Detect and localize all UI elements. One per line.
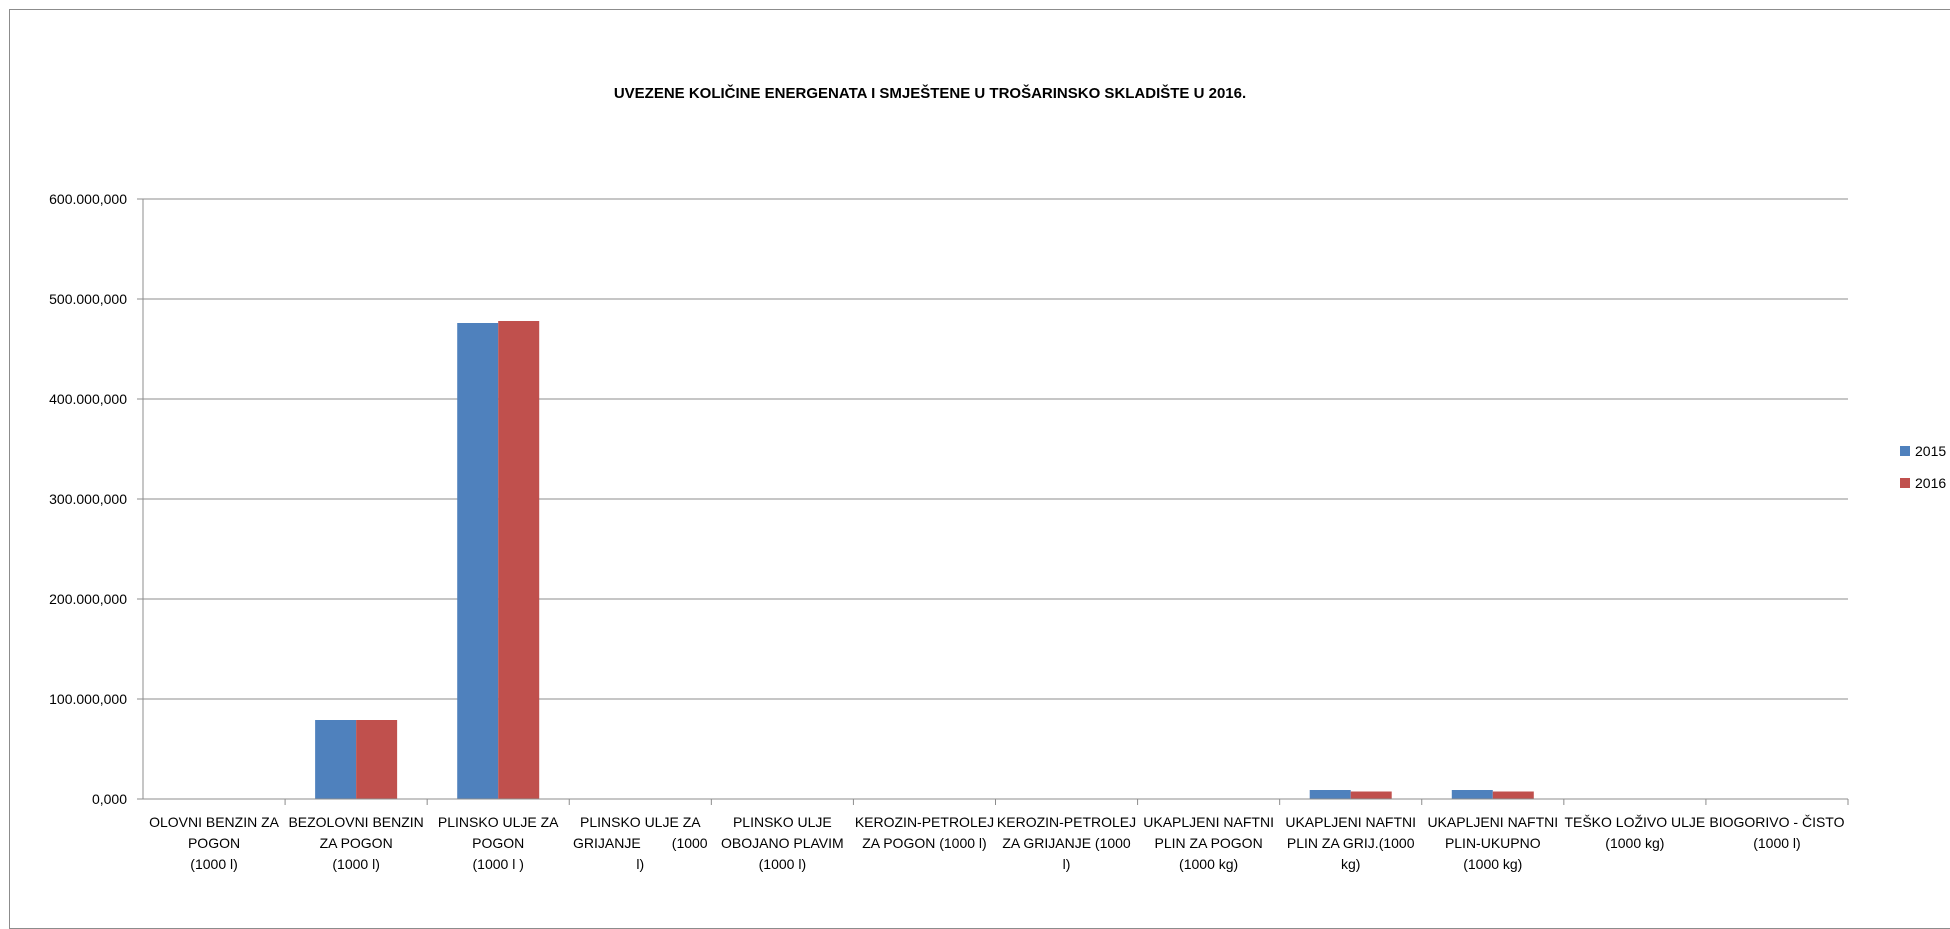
legend: 2015 2016 [1900, 443, 1946, 491]
x-tick-label-line: POGON [188, 835, 240, 851]
label-layer: 0,000 100.000,000 200.000,000 300.000,000 40… [49, 191, 1844, 872]
x-tick-label: UKAPLJENI NAFTNI PLIN-UKUPNO (1000 kg) [1427, 814, 1558, 872]
bar-2016-9 [1350, 791, 1392, 799]
x-tick-label-line: (1000 kg) [1179, 856, 1238, 872]
bar-2016-2 [356, 720, 398, 799]
x-tick-label-line: PLIN ZA GRIJ.(1000 [1287, 835, 1415, 851]
x-tick-label-line: UKAPLJENI NAFTNI [1285, 814, 1416, 830]
x-tick-label-line: ZA POGON (1000 l) [862, 835, 986, 851]
legend-label-2016: 2016 [1915, 475, 1946, 491]
grid-layer [143, 198, 1848, 800]
x-tick-label-line: kg) [1341, 856, 1360, 872]
x-tick-label-line: PLIN-UKUPNO [1445, 835, 1541, 851]
legend-swatch-2016 [1900, 478, 1910, 488]
bar-2015-3 [457, 323, 499, 799]
x-tick-label-line: (1000 kg) [1463, 856, 1522, 872]
y-tick-label: 500.000,000 [49, 291, 127, 307]
bar-2016-10 [1492, 791, 1534, 799]
x-tick-label-line: (1000 l) [332, 856, 379, 872]
axis-layer [137, 198, 1849, 805]
x-tick-label: KEROZIN-PETROLEJ ZA POGON (1000 l) [855, 814, 994, 851]
x-tick-label-line: l) [1063, 856, 1071, 872]
legend-label-2015: 2015 [1915, 443, 1946, 459]
y-tick-label: 0,000 [92, 791, 127, 807]
bar-2015-9 [1309, 790, 1351, 799]
y-tick-label: 600.000,000 [49, 191, 127, 207]
x-tick-label-line: OBOJANO PLAVIM [721, 835, 844, 851]
x-tick-label: UKAPLJENI NAFTNI PLIN ZA POGON (1000 kg) [1143, 814, 1274, 872]
x-tick-label: PLINSKO ULJE ZA POGON (1000 l ) [438, 814, 559, 872]
x-tick-label-line: GRIJANJE (1000 [573, 835, 708, 851]
x-tick-label: TEŠKO LOŽIVO ULJE (1000 kg) [1564, 814, 1705, 851]
x-tick-label-line: UKAPLJENI NAFTNI [1427, 814, 1558, 830]
x-tick-label-line: BEZOLOVNI BENZIN [288, 814, 423, 830]
x-tick-label-line: (1000 l) [190, 856, 237, 872]
x-tick-label: PLINSKO ULJE ZA GRIJANJE (1000 l) [573, 814, 708, 872]
x-tick-label-line: ZA POGON [320, 835, 393, 851]
bar-2015-2 [315, 720, 357, 799]
x-tick-label-line: KEROZIN-PETROLEJ [855, 814, 994, 830]
x-tick-label-line: PLINSKO ULJE ZA [580, 814, 701, 830]
x-tick-label-line: UKAPLJENI NAFTNI [1143, 814, 1274, 830]
bar-layer [315, 321, 1534, 799]
x-tick-label-line: POGON [472, 835, 524, 851]
x-tick-label-line: (1000 kg) [1605, 835, 1664, 851]
x-tick-label-line: PLINSKO ULJE [733, 814, 832, 830]
x-tick-label-line: PLIN ZA POGON [1155, 835, 1263, 851]
x-tick-label: OLOVNI BENZIN ZA POGON (1000 l) [149, 814, 280, 872]
x-tick-label-line: (1000 l) [1753, 835, 1800, 851]
x-tick-label-line: (1000 l) [759, 856, 806, 872]
x-tick-label: UKAPLJENI NAFTNI PLIN ZA GRIJ.(1000 kg) [1285, 814, 1416, 872]
bar-2015-10 [1451, 790, 1493, 799]
x-tick-label-line: BIOGORIVO - ČISTO [1709, 814, 1844, 830]
x-tick-label-line: (1000 l ) [473, 856, 524, 872]
x-tick-label-line: l) [636, 856, 644, 872]
bar-2016-3 [498, 321, 540, 799]
x-tick-label-line: TEŠKO LOŽIVO ULJE [1564, 814, 1705, 830]
y-tick-label: 100.000,000 [49, 691, 127, 707]
legend-swatch-2015 [1900, 446, 1910, 456]
chart-title: UVEZENE KOLIČINE ENERGENATA I SMJEŠTENE … [613, 85, 1247, 102]
x-tick-label: PLINSKO ULJE OBOJANO PLAVIM (1000 l) [721, 814, 844, 872]
x-tick-label-line: PLINSKO ULJE ZA [438, 814, 559, 830]
x-tick-label: BEZOLOVNI BENZIN ZA POGON (1000 l) [288, 814, 423, 872]
y-tick-label: 400.000,000 [49, 391, 127, 407]
x-tick-label: KEROZIN-PETROLEJ ZA GRIJANJE (1000 l) [997, 814, 1136, 872]
y-tick-label: 300.000,000 [49, 491, 127, 507]
x-tick-label-line: ZA GRIJANJE (1000 [1002, 835, 1131, 851]
y-tick-label: 200.000,000 [49, 591, 127, 607]
x-tick-label-line: KEROZIN-PETROLEJ [997, 814, 1136, 830]
x-tick-label: BIOGORIVO - ČISTO (1000 l) [1709, 814, 1844, 851]
x-tick-label-line: OLOVNI BENZIN ZA [149, 814, 280, 830]
